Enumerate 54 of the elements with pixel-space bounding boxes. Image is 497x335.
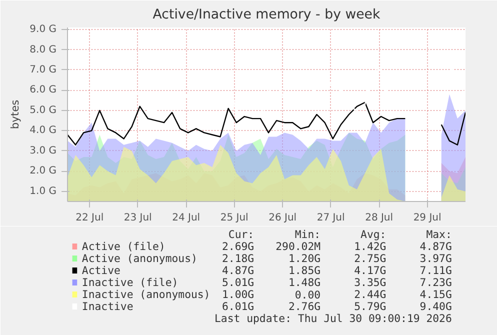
legend-label: Active (anonymous) (82, 252, 198, 265)
text: 9.40G (420, 300, 452, 313)
x-tick-label: 22 Jul (76, 212, 104, 224)
y-tick-label: 6.0 G (30, 84, 57, 96)
y-tick-label: 7.0 G (30, 64, 57, 76)
text: 2.18G (222, 252, 254, 265)
text: 1.85G (288, 264, 321, 277)
text: 1.42G (354, 240, 386, 253)
text: Max: (426, 228, 452, 241)
y-tick-label: 1.0 G (30, 186, 57, 197)
text: 2.76G (288, 300, 321, 313)
legend-label: Inactive (file) (82, 276, 178, 289)
legend-label: Inactive (anonymous) (82, 288, 210, 301)
text: Min: (294, 228, 321, 241)
text: 3.97G (420, 252, 452, 265)
text: 1.20G (288, 252, 321, 265)
text: 1.00G (222, 288, 254, 301)
text: 4.87G (420, 240, 452, 253)
y-tick-label: 5.0 G (30, 104, 57, 116)
text: 290.02M (276, 240, 321, 253)
text: 0.00 (294, 288, 321, 302)
legend-label: Active (82, 264, 120, 277)
text: Cur: (228, 228, 254, 241)
x-tick-label: 24 Jul (172, 212, 200, 224)
legend-label: Inactive (82, 300, 134, 313)
text: 3.35G (354, 276, 386, 289)
text: 5.01G (222, 276, 254, 289)
text: 6.01G (222, 300, 254, 313)
text: Last update: Thu Jul 30 09:00:19 2026 (214, 312, 452, 325)
text: 5.79G (354, 300, 386, 313)
y-tick-label: 9.0 G (30, 24, 57, 36)
x-tick-label: 23 Jul (124, 212, 152, 224)
y-tick-label: 3.0 G (30, 145, 57, 156)
x-tick-label: 28 Jul (365, 212, 394, 224)
text: 2.69G (222, 240, 254, 253)
text: 4.15G (420, 288, 452, 301)
x-tick-label: 26 Jul (268, 212, 297, 224)
text: 1.48G (288, 276, 321, 289)
legend-label: Active (file) (82, 240, 166, 253)
x-tick-label: 27 Jul (316, 212, 345, 224)
chart-title: Active/Inactive memory - by week (152, 8, 380, 22)
text: 2.44G (354, 288, 386, 301)
text: 2.75G (354, 252, 386, 265)
x-tick-label: 25 Jul (220, 212, 248, 224)
y-tick-label: 4.0 G (30, 125, 57, 136)
text: 7.23G (420, 276, 452, 289)
text: Avg: (360, 228, 386, 241)
text: 4.17G (354, 264, 386, 277)
x-tick-label: 29 Jul (413, 212, 442, 224)
y-axis-title: bytes (8, 99, 22, 130)
text: 7.11G (420, 264, 452, 277)
y-tick-label: 2.0 G (30, 166, 57, 177)
text: 4.87G (222, 264, 254, 277)
y-tick-label: 8.0 G (30, 44, 57, 56)
